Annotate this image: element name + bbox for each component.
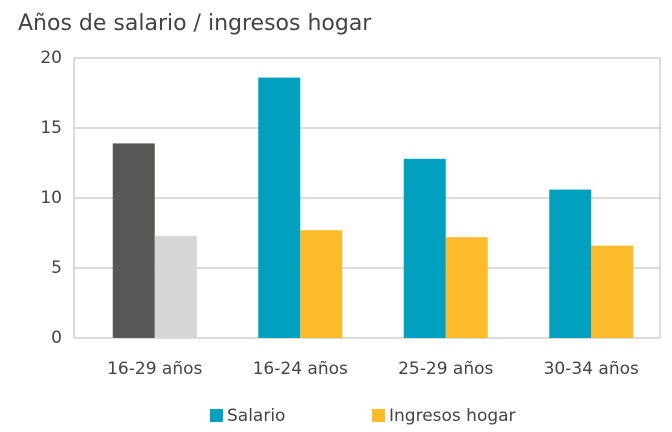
x-tick-label: 30-34 años [544, 359, 639, 379]
x-tick-label: 16-24 años [253, 359, 348, 379]
y-tick-label: 20 [40, 48, 62, 68]
bar [591, 245, 634, 338]
bar [258, 77, 301, 338]
x-tick-label: 25-29 años [398, 359, 493, 379]
bar [403, 158, 446, 338]
legend-label: Ingresos hogar [389, 406, 516, 426]
bar [154, 235, 197, 338]
bar [112, 143, 155, 338]
bar [549, 189, 592, 338]
legend-swatch [210, 409, 223, 422]
legend-label: Salario [227, 406, 285, 426]
bar [445, 237, 488, 338]
y-tick-label: 10 [40, 188, 62, 208]
y-tick-label: 0 [51, 328, 62, 348]
legend-swatch [372, 409, 385, 422]
y-tick-label: 15 [40, 118, 62, 138]
x-tick-label: 16-29 años [107, 359, 202, 379]
bar [300, 230, 343, 338]
y-tick-label: 5 [51, 258, 62, 278]
chart-title: Años de salario / ingresos hogar [18, 11, 372, 36]
